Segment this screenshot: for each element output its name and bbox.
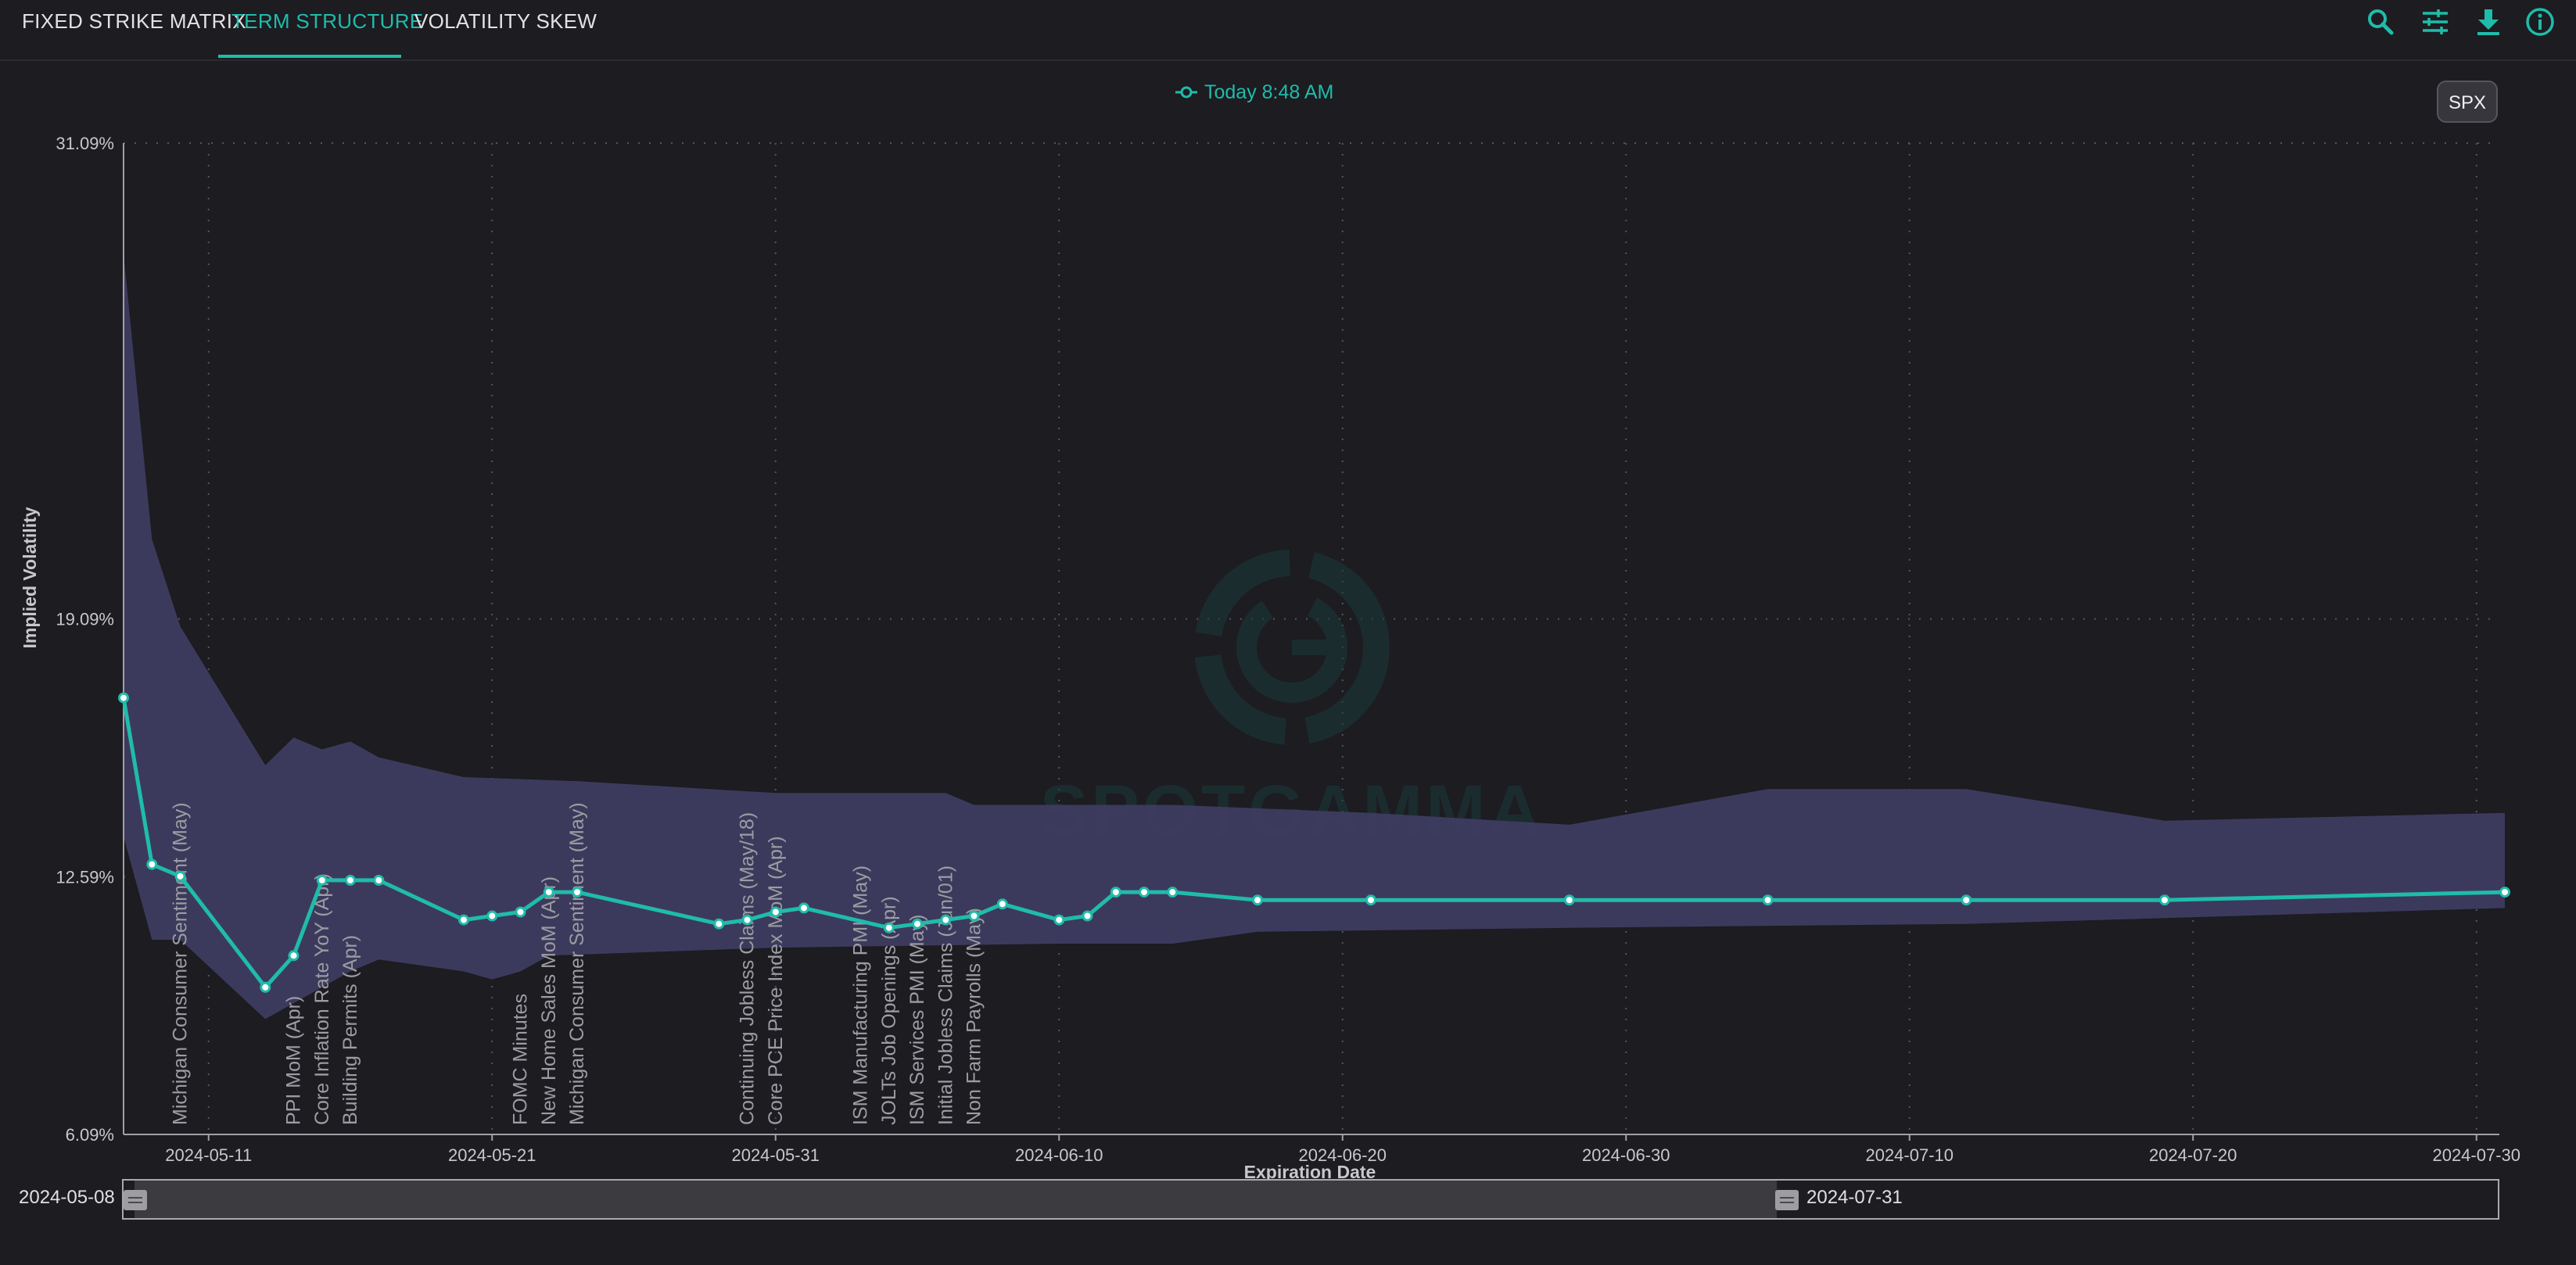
- data-point: [1961, 894, 1972, 906]
- range-end-date: 2024-07-31: [1806, 1187, 1903, 1208]
- event-label: Initial Jobless Claims (Jun/01): [935, 865, 956, 1125]
- data-point: [316, 874, 328, 886]
- data-point: [940, 914, 952, 926]
- volatility-range-band: [124, 253, 2505, 1020]
- data-point: [1252, 894, 1263, 906]
- data-point: [1053, 914, 1065, 926]
- x-axis-title: Expiration Date: [1244, 1162, 1376, 1179]
- data-point: [515, 906, 526, 918]
- data-point: [2499, 887, 2510, 898]
- data-point: [1167, 887, 1179, 898]
- range-start-date: 2024-05-08: [19, 1187, 115, 1208]
- iv-series: [118, 692, 2510, 993]
- data-point: [118, 692, 129, 704]
- data-point: [1563, 894, 1575, 906]
- data-point: [146, 858, 158, 870]
- event-label: FOMC Minutes: [510, 994, 532, 1125]
- data-point: [713, 918, 725, 930]
- event-label: Michigan Consumer Sentiment (May): [170, 802, 192, 1125]
- event-label: Core PCE Price Index MoM (Apr): [765, 836, 787, 1125]
- y-axis-title: Implied Volatility: [20, 507, 40, 648]
- sliders-icon[interactable]: [2420, 6, 2451, 38]
- data-point: [912, 918, 923, 930]
- data-point: [260, 981, 271, 993]
- data-point: [174, 870, 186, 882]
- data-point: [543, 887, 554, 898]
- y-tick-label: 12.59%: [56, 867, 114, 887]
- symbol-button[interactable]: SPX: [2437, 81, 2498, 123]
- event-label: PPI MoM (Apr): [283, 996, 305, 1125]
- event-label: ISM Manufacturing PMI (May): [850, 865, 872, 1125]
- data-point: [741, 914, 753, 926]
- x-tick-label: 2024-05-31: [731, 1145, 820, 1165]
- search-icon[interactable]: [2365, 6, 2396, 38]
- data-point: [458, 914, 469, 926]
- data-point: [996, 898, 1008, 910]
- event-label: Continuing Jobless Claims (May/18): [737, 812, 759, 1125]
- data-point: [798, 902, 809, 914]
- event-labels: Michigan Consumer Sentiment (May) PPI MoM…: [170, 802, 985, 1125]
- range-start-handle[interactable]: [124, 1190, 147, 1210]
- event-label: New Home Sales MoM (Apr): [538, 876, 560, 1125]
- data-point: [1110, 887, 1121, 898]
- data-point: [2159, 894, 2170, 906]
- top-navigation-bar: FIXED STRIKE MATRIX TERM STRUCTURE VOLAT…: [0, 0, 2576, 61]
- y-tick-label: 31.09%: [56, 134, 114, 153]
- x-tick-label: 2024-07-10: [1865, 1145, 1954, 1165]
- axes: 31.09% 19.09% 12.59% 6.09% 2024-05-11 2024-05…: [20, 134, 2520, 1179]
- tab-fixed-strike-matrix[interactable]: FIXED STRIKE MATRIX: [22, 9, 246, 33]
- range-end-handle[interactable]: [1775, 1190, 1799, 1210]
- x-tick-label: 2024-07-20: [2149, 1145, 2237, 1165]
- download-icon[interactable]: [2473, 6, 2504, 38]
- data-point: [1082, 910, 1093, 922]
- x-tick-label: 2024-07-30: [2432, 1145, 2520, 1165]
- y-tick-label: 6.09%: [66, 1125, 114, 1145]
- info-icon[interactable]: [2524, 6, 2556, 38]
- y-tick-label: 19.09%: [56, 610, 114, 629]
- tab-term-structure[interactable]: TERM STRUCTURE: [231, 9, 424, 33]
- data-point: [373, 874, 385, 886]
- event-label: ISM Services PMI (May): [906, 915, 928, 1125]
- range-selected-area[interactable]: [135, 1181, 1777, 1218]
- x-tick-label: 2024-05-11: [165, 1145, 252, 1165]
- data-point: [1762, 894, 1774, 906]
- x-tick-label: 2024-05-21: [448, 1145, 536, 1165]
- data-point: [486, 910, 498, 922]
- event-label: Non Farm Payrolls (May): [963, 908, 985, 1125]
- event-label: Michigan Consumer Sentiment (May): [566, 802, 588, 1125]
- data-point: [1365, 894, 1376, 906]
- active-tab-indicator: [218, 55, 401, 58]
- x-tick-label: 2024-06-30: [1582, 1145, 1670, 1165]
- grid: [124, 142, 2499, 1135]
- data-point: [345, 874, 356, 886]
- legend-label: Today 8:48 AM: [1204, 81, 1333, 103]
- tab-volatility-skew[interactable]: VOLATILITY SKEW: [414, 9, 597, 33]
- event-label: Building Permits (Apr): [339, 935, 361, 1125]
- data-point: [770, 906, 781, 918]
- x-tick-label: 2024-06-20: [1298, 1145, 1387, 1165]
- event-label: JOLTs Job Openings (Apr): [878, 896, 900, 1125]
- band-area: [124, 253, 2505, 1020]
- data-point: [968, 910, 980, 922]
- term-structure-chart: SPOTGAMMA 31.09%19.09%12.59%6.09%2024-05…: [20, 81, 2520, 1179]
- data-point: [288, 950, 300, 962]
- x-tick-label: 2024-06-10: [1015, 1145, 1103, 1165]
- legend[interactable]: Today 8:48 AM: [1175, 81, 1333, 103]
- data-point: [883, 922, 895, 934]
- data-point: [572, 887, 583, 898]
- data-point: [1139, 887, 1150, 898]
- event-label: Core Inflation Rate YoY (Apr): [311, 873, 333, 1125]
- iv-series-line: [121, 697, 2506, 990]
